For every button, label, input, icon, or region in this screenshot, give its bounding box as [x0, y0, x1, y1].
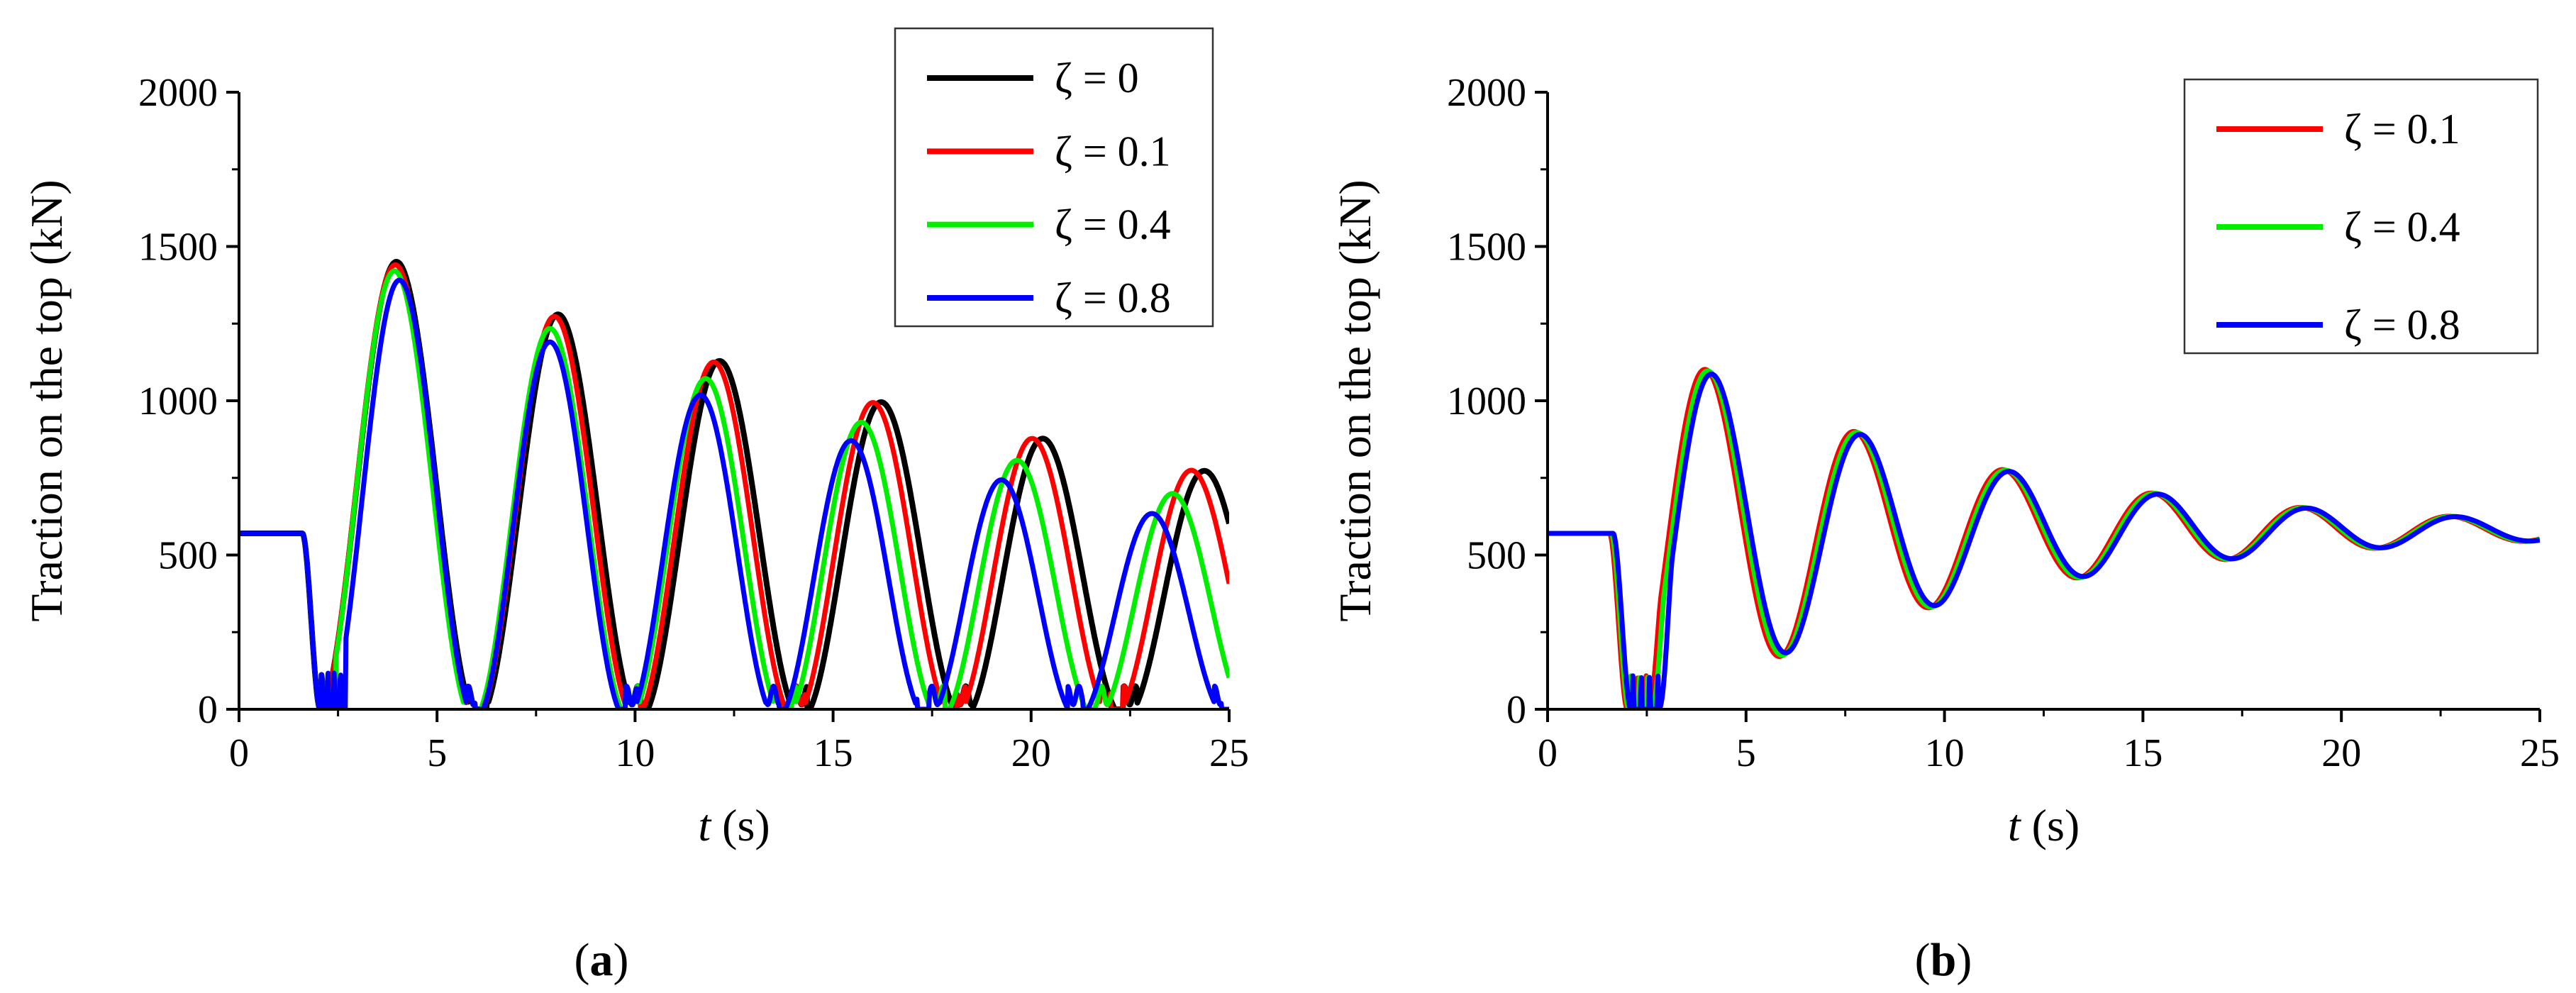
y-axis-title: Traction on the top (kN) [1330, 179, 1380, 621]
chart-panel-b: 0 5 10 15 20 25 0 500 1000 1500 2000 Traction on th… [1330, 71, 2560, 986]
legend: ζ = 0.1 ζ = 0.4 ζ = 0.8 [2183, 78, 2539, 355]
series-line-2 [239, 262, 1229, 709]
x-tick-label: 5 [1736, 731, 1756, 775]
x-tick-label: 15 [814, 731, 853, 775]
x-axis-title-var: t [698, 800, 712, 850]
legend-entry: ζ = 0.4 [1055, 201, 1171, 248]
x-tick-label: 0 [229, 731, 249, 775]
y-tick-label: 2000 [1447, 71, 1526, 115]
x-tick-label: 20 [1011, 731, 1051, 775]
x-axis-title-unit: (s) [711, 800, 770, 850]
y-tick-label: 500 [1467, 534, 1526, 578]
y-tick-label: 2000 [138, 71, 218, 115]
legend-entry: ζ = 0.4 [2344, 204, 2460, 250]
chart-panel-a: 0 5 10 15 20 25 0 500 1000 1500 2000 Traction on th… [21, 27, 1249, 986]
legend-entry: ζ = 0.8 [2344, 301, 2460, 348]
y-tick-label: 1000 [138, 379, 218, 423]
series-line-3 [1548, 371, 2540, 709]
x-axis-title-unit: (s) [2021, 800, 2080, 850]
x-axis-title: t (s) [698, 800, 770, 850]
x-tick-label: 5 [427, 731, 447, 775]
x-tick-label: 15 [2123, 731, 2163, 775]
legend: ζ = 0 ζ = 0.1 ζ = 0.4 ζ = 0.8 [894, 27, 1214, 328]
series-line-3 [239, 268, 1229, 709]
y-tick-label: 1500 [1447, 226, 1526, 270]
x-tick-label: 20 [2321, 731, 2361, 775]
x-axis-title: t (s) [2008, 800, 2080, 850]
legend-entry: ζ = 0.1 [2344, 106, 2460, 152]
x-tick-label: 0 [1538, 731, 1558, 775]
y-axis-title: Traction on the top (kN) [21, 179, 72, 621]
series-line-4 [239, 277, 1229, 709]
series-line-1 [1548, 367, 2540, 709]
legend-entry: ζ = 0.8 [1055, 274, 1171, 321]
legend-entry: ζ = 0.1 [1055, 128, 1171, 174]
y-tick-label: 1500 [138, 226, 218, 270]
legend-box [2183, 78, 2539, 355]
panel-label: (b) [1915, 934, 1972, 986]
y-tick-label: 1000 [1447, 379, 1526, 423]
panel-label: (a) [574, 934, 629, 986]
series-group [1548, 367, 2540, 709]
x-tick-label: 10 [1925, 731, 1965, 775]
legend-entry: ζ = 0 [1055, 55, 1139, 101]
y-tick-label: 0 [198, 688, 218, 732]
y-tick-label: 500 [158, 534, 218, 578]
series-group [239, 259, 1229, 709]
x-tick-label: 25 [2520, 731, 2560, 775]
y-tick-label: 0 [1506, 688, 1526, 732]
x-tick-label: 10 [615, 731, 655, 775]
x-tick-label: 25 [1209, 731, 1249, 775]
x-axis-title-var: t [2008, 800, 2022, 850]
